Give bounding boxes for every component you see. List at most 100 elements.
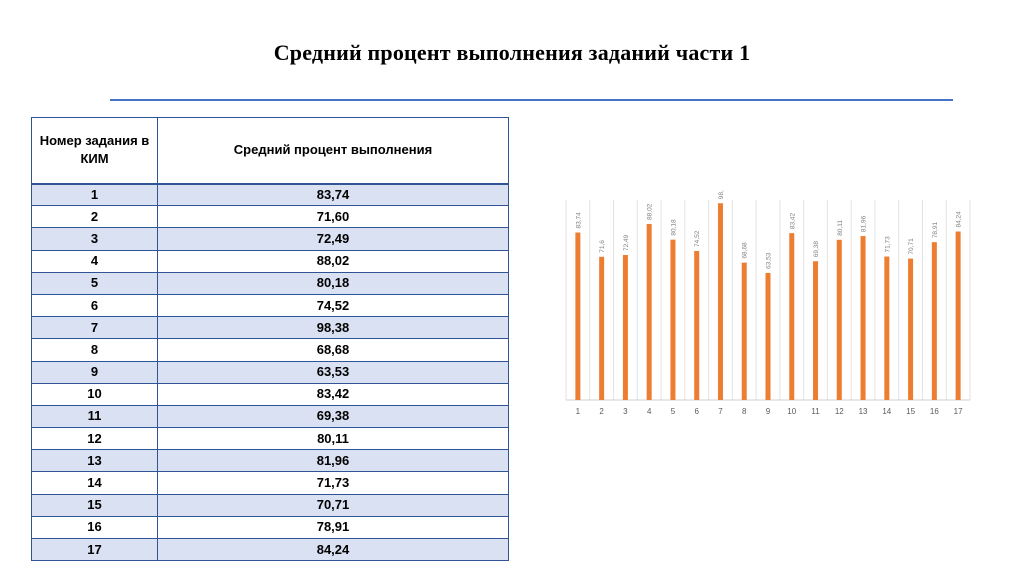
data-label-17: 84,24 [956, 211, 963, 228]
data-label-5: 80,18 [670, 219, 677, 236]
bar-10 [789, 233, 795, 400]
table-row: 15 70,71 [31, 493, 509, 517]
title-divider [110, 99, 953, 101]
table-row: 9 63,53 [31, 360, 509, 384]
x-tick-label-15: 15 [906, 407, 915, 416]
data-label-9: 63,53 [766, 252, 773, 269]
bar-5 [670, 239, 676, 400]
percent-cell: 63,53 [157, 360, 509, 384]
percent-cell: 80,18 [157, 271, 509, 295]
percent-cell: 71,60 [157, 205, 509, 229]
header-task-number: Номер задания в КИМ [31, 117, 158, 185]
percent-cell: 78,91 [157, 515, 509, 540]
table-row: 8 68,68 [31, 338, 509, 362]
bar-9 [765, 272, 771, 400]
task-number-cell: 2 [31, 205, 158, 229]
bar-12 [836, 239, 842, 400]
data-label-10: 83,42 [789, 213, 796, 230]
table-row: 12 80,11 [31, 427, 509, 451]
data-label-11: 69,38 [813, 241, 820, 258]
table-row: 17 84,24 [31, 537, 509, 562]
table-row: 4 88,02 [31, 249, 509, 273]
percent-cell: 83,42 [157, 382, 509, 406]
bar-15 [908, 258, 914, 400]
data-label-14: 71,73 [884, 236, 891, 253]
table-row: 14 71,73 [31, 471, 509, 495]
data-label-15: 70,71 [908, 238, 915, 255]
data-label-7: 98,38 [718, 190, 725, 199]
percent-cell: 71,73 [157, 471, 509, 495]
task-number-cell: 9 [31, 360, 158, 384]
task-number-cell: 7 [31, 316, 158, 340]
percent-cell: 72,49 [157, 227, 509, 251]
task-number-cell: 12 [31, 427, 158, 451]
task-number-cell: 6 [31, 293, 158, 318]
table-row: 1 83,74 [31, 182, 509, 207]
table-row: 3 72,49 [31, 227, 509, 251]
x-tick-label-5: 5 [671, 407, 676, 416]
bar-17 [955, 231, 961, 400]
task-number-cell: 4 [31, 249, 158, 273]
x-tick-label-17: 17 [954, 407, 963, 416]
bar-8 [741, 262, 747, 400]
task-number-cell: 15 [31, 493, 158, 517]
x-tick-label-7: 7 [718, 407, 723, 416]
bar-13 [860, 236, 866, 400]
table-row: 10 83,42 [31, 382, 509, 406]
task-number-cell: 8 [31, 338, 158, 362]
percent-cell: 83,74 [157, 182, 509, 207]
x-tick-label-3: 3 [623, 407, 628, 416]
task-number-cell: 16 [31, 515, 158, 540]
data-label-12: 80,11 [837, 220, 844, 236]
data-label-8: 68,68 [742, 242, 749, 259]
bar-1 [575, 232, 581, 400]
header-average-percent: Средний процент выполнения [157, 117, 509, 185]
data-label-2: 71,6 [599, 240, 606, 253]
percent-cell: 70,71 [157, 493, 509, 517]
x-tick-label-9: 9 [766, 407, 771, 416]
task-number-cell: 1 [31, 182, 158, 207]
x-tick-label-4: 4 [647, 407, 652, 416]
bar-7 [717, 203, 723, 400]
data-label-3: 72,49 [623, 234, 630, 251]
task-number-cell: 17 [31, 537, 158, 562]
bar-16 [931, 242, 937, 400]
bar-14 [884, 256, 890, 400]
bar-3 [622, 255, 628, 400]
data-label-6: 74,52 [694, 230, 701, 247]
percent-cell: 98,38 [157, 316, 509, 340]
table-body: 1 83,74 2 71,60 3 72,49 4 88,02 5 80,18 6 74,5… [31, 182, 509, 562]
bar-2 [599, 256, 605, 400]
results-table: Номер задания в КИМ Средний процент выпо… [31, 117, 509, 562]
table-row: 5 80,18 [31, 271, 509, 295]
x-tick-label-12: 12 [835, 407, 844, 416]
percent-cell: 80,11 [157, 427, 509, 451]
x-tick-label-11: 11 [811, 407, 820, 416]
data-label-16: 78,91 [932, 222, 939, 239]
data-label-1: 83,74 [575, 212, 582, 229]
x-tick-label-2: 2 [599, 407, 604, 416]
percent-cell: 81,96 [157, 449, 509, 473]
table-row: 13 81,96 [31, 449, 509, 473]
x-tick-label-16: 16 [930, 407, 939, 416]
percent-cell: 84,24 [157, 537, 509, 562]
percent-cell: 74,52 [157, 293, 509, 318]
x-tick-label-8: 8 [742, 407, 747, 416]
table-row: 6 74,52 [31, 293, 509, 318]
table-row: 7 98,38 [31, 316, 509, 340]
x-tick-label-14: 14 [882, 407, 891, 416]
x-tick-label-1: 1 [576, 407, 581, 416]
data-label-4: 88,02 [647, 203, 654, 220]
task-number-cell: 14 [31, 471, 158, 495]
bar-6 [694, 250, 700, 400]
bar-11 [813, 261, 819, 400]
task-number-cell: 3 [31, 227, 158, 251]
percent-cell: 88,02 [157, 249, 509, 273]
x-tick-label-13: 13 [859, 407, 868, 416]
task-number-cell: 5 [31, 271, 158, 295]
table-row: 2 71,60 [31, 205, 509, 229]
task-number-cell: 10 [31, 382, 158, 406]
bar-chart: 83,74 1 71,6 2 72,49 3 88,02 4 80,18 5 74,52 6 98,38… [565, 190, 971, 416]
x-tick-label-6: 6 [694, 407, 699, 416]
table-row: 16 78,91 [31, 515, 509, 540]
